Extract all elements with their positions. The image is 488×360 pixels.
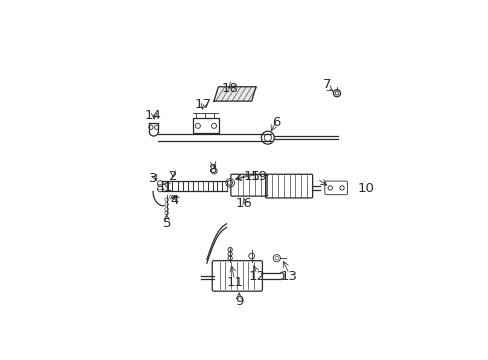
Text: 7: 7 [322, 78, 330, 91]
Polygon shape [214, 87, 255, 101]
Text: 5: 5 [163, 216, 171, 230]
Text: 3: 3 [148, 172, 157, 185]
Bar [192, 118, 219, 134]
Bar [222, 181, 226, 192]
Text: 18: 18 [221, 82, 238, 95]
Text: 8: 8 [207, 163, 216, 176]
Text: 9: 9 [234, 296, 243, 309]
Bar [207, 181, 212, 192]
Text: 1: 1 [163, 181, 171, 194]
Text: 10: 10 [357, 183, 374, 195]
Text: 4: 4 [170, 194, 179, 207]
Bar [192, 181, 198, 192]
Text: 13: 13 [280, 270, 297, 283]
Bar [177, 181, 182, 192]
Bar [217, 181, 222, 192]
Text: 15: 15 [243, 170, 260, 183]
Bar [203, 181, 207, 192]
Text: 11: 11 [226, 276, 244, 289]
Text: 2: 2 [168, 170, 177, 183]
Bar [167, 181, 172, 192]
Bar [172, 181, 177, 192]
Text: 16: 16 [236, 197, 252, 210]
Text: 12: 12 [248, 270, 265, 283]
Text: 6: 6 [272, 116, 281, 129]
Bar [187, 181, 192, 192]
Text: 17: 17 [194, 98, 211, 111]
Bar [182, 181, 187, 192]
Text: 19: 19 [250, 170, 267, 183]
Bar [212, 181, 217, 192]
Text: 14: 14 [144, 109, 161, 122]
